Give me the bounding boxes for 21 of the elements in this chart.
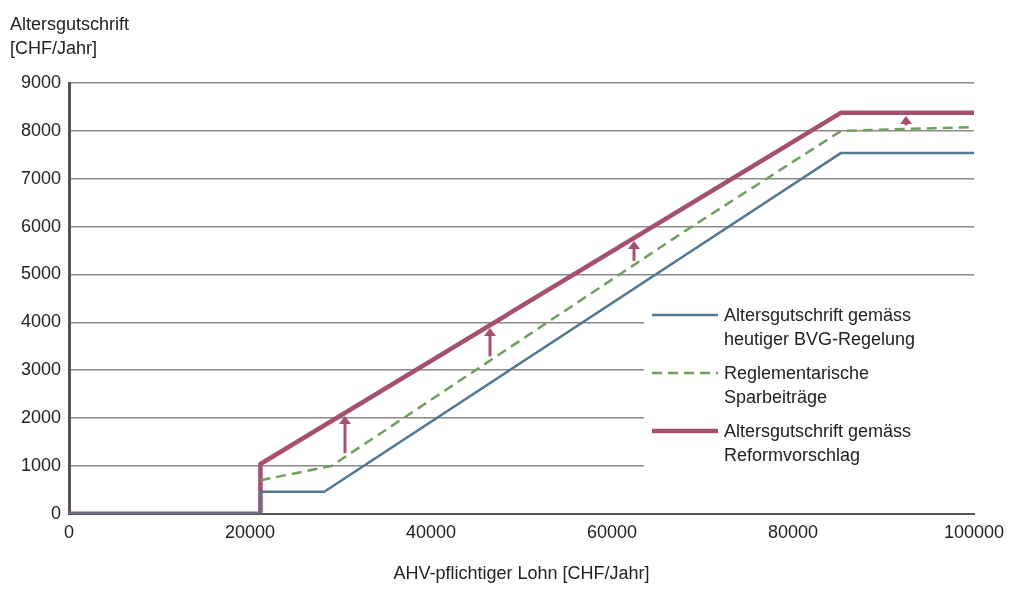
y-tick-label: 3000 — [21, 359, 62, 380]
y-tick-label: 8000 — [21, 119, 62, 140]
legend-label: Altersgutschrift gemäss Reformvorschlag — [724, 419, 913, 467]
y-tick-label: 1000 — [21, 454, 62, 475]
legend-label: Reglementarische Sparbeiträge — [724, 361, 871, 409]
y-tick-label: 5000 — [21, 263, 62, 284]
y-tick-label: 4000 — [21, 311, 62, 332]
y-tick-label: 6000 — [21, 215, 62, 236]
y-tick-label: 0 — [51, 502, 62, 523]
x-tick-label: 100000 — [943, 521, 1005, 542]
x-tick-label: 40000 — [405, 521, 457, 542]
x-tick-label: 20000 — [225, 521, 276, 542]
y-axis-title: Altersgutschrift [CHF/Jahr] — [10, 13, 131, 60]
y-tick-label: 9000 — [21, 71, 62, 92]
legend-label: Altersgutschrift gemäss heutiger BVG-Regelung — [724, 303, 917, 351]
x-tick-label: 80000 — [767, 521, 819, 542]
x-tick-label: 60000 — [586, 521, 638, 542]
y-tick-label: 7000 — [21, 167, 62, 188]
y-tick-label: 2000 — [21, 407, 62, 428]
x-axis-title: AHV-pflichtiger Lohn [CHF/Jahr] — [393, 563, 650, 584]
x-tick-label: 0 — [64, 521, 75, 542]
